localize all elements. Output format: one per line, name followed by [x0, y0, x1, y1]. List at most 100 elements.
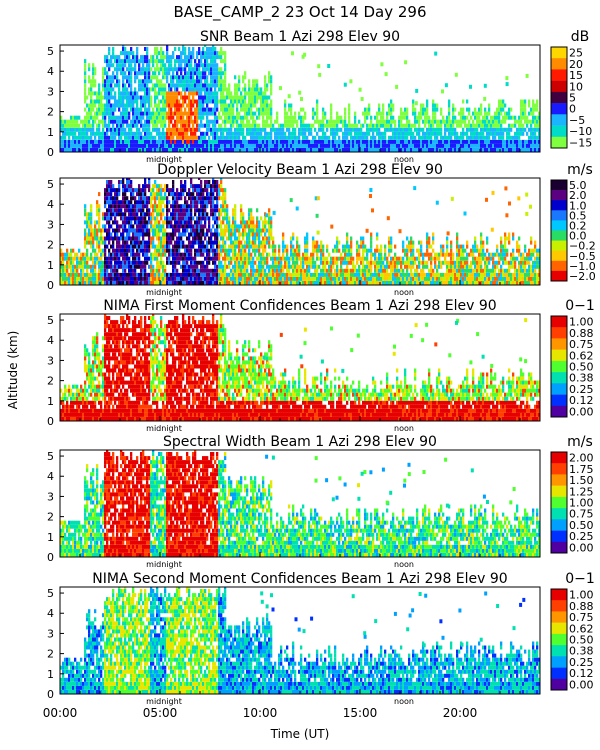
heatmap-cell — [236, 236, 239, 241]
heatmap-cell — [102, 240, 105, 245]
heatmap-cell — [156, 131, 159, 136]
heatmap-cell — [170, 139, 173, 144]
heatmap-cell — [244, 135, 247, 140]
heatmap-cell — [236, 135, 239, 140]
heatmap-cell — [174, 276, 177, 281]
heatmap-cell — [250, 123, 253, 128]
heatmap-cell — [90, 244, 93, 249]
heatmap-cell — [330, 107, 333, 112]
heatmap-cell — [156, 119, 159, 124]
heatmap-cell — [124, 75, 127, 80]
heatmap-cell — [224, 260, 227, 265]
heatmap-cell — [94, 79, 97, 84]
heatmap-cell — [198, 87, 201, 92]
heatmap-cell — [266, 115, 269, 120]
heatmap-cell — [62, 260, 65, 265]
heatmap-cell — [128, 236, 131, 241]
heatmap-cell — [116, 99, 119, 104]
heatmap-cell — [288, 135, 291, 140]
heatmap-cell — [170, 212, 173, 217]
heatmap-cell — [414, 101, 418, 106]
heatmap-cell — [120, 103, 123, 108]
heatmap-cell — [200, 240, 203, 245]
heatmap-cell — [108, 107, 111, 112]
heatmap-cell — [488, 123, 491, 128]
heatmap-cell — [92, 123, 95, 128]
heatmap-cell — [382, 123, 385, 128]
heatmap-cell — [468, 127, 471, 132]
heatmap-cell — [226, 204, 229, 209]
heatmap-cell — [128, 184, 131, 189]
heatmap-cell — [182, 87, 185, 92]
heatmap-cell — [204, 51, 207, 56]
heatmap-cell — [252, 143, 255, 148]
heatmap-cell — [460, 107, 463, 112]
heatmap-cell — [164, 75, 167, 80]
heatmap-cell — [392, 139, 395, 144]
heatmap-cell — [90, 115, 93, 120]
heatmap-cell — [168, 139, 171, 144]
heatmap-cell — [454, 107, 457, 112]
heatmap-cell — [278, 123, 281, 128]
y-tick-label: 5 — [47, 45, 54, 58]
heatmap-cell — [516, 119, 519, 124]
heatmap-cell — [426, 119, 429, 124]
heatmap-cell — [126, 260, 129, 265]
heatmap-cell — [216, 256, 219, 261]
heatmap-cell — [108, 75, 111, 80]
heatmap-cell — [536, 139, 539, 144]
heatmap-cell — [128, 248, 131, 253]
heatmap-cell — [108, 91, 111, 96]
heatmap-cell — [464, 123, 467, 128]
heatmap-cell — [260, 131, 263, 136]
heatmap-cell — [254, 123, 257, 128]
heatmap-cell — [150, 272, 153, 277]
heatmap-cell — [334, 119, 337, 124]
heatmap-cell — [176, 204, 179, 209]
heatmap-cell — [84, 220, 87, 225]
heatmap-cell — [250, 244, 253, 249]
heatmap-cell — [270, 75, 273, 80]
heatmap-cell — [302, 119, 305, 124]
heatmap-cell — [218, 83, 221, 88]
heatmap-cell — [144, 55, 147, 60]
heatmap-cell — [292, 148, 295, 152]
heatmap-cell — [142, 148, 145, 152]
heatmap-cell — [134, 204, 137, 209]
heatmap-cell — [84, 276, 87, 281]
heatmap-cell — [488, 127, 491, 132]
heatmap-cell — [120, 232, 123, 237]
colorbar-label: 20 — [569, 58, 583, 71]
heatmap-cell — [220, 135, 223, 140]
heatmap-cell — [134, 131, 137, 136]
heatmap-cell — [196, 143, 199, 148]
heatmap-cell — [416, 139, 419, 144]
heatmap-cell — [262, 119, 265, 124]
heatmap-cell — [216, 79, 219, 84]
heatmap-cell — [154, 87, 157, 92]
heatmap-cell — [122, 264, 125, 269]
heatmap-cell — [164, 111, 167, 116]
heatmap-cell — [214, 111, 217, 116]
heatmap-cell — [402, 111, 405, 116]
heatmap-cell — [230, 135, 233, 140]
heatmap-cell — [336, 148, 339, 152]
heatmap-cell — [288, 103, 291, 108]
heatmap-cell — [236, 228, 239, 233]
heatmap-cell — [184, 260, 187, 265]
heatmap-cell — [244, 107, 247, 112]
heatmap-cell — [174, 139, 177, 144]
heatmap-cell — [90, 103, 93, 108]
heatmap-cell — [334, 127, 337, 132]
heatmap-cell — [492, 119, 495, 124]
heatmap-cell — [178, 119, 181, 124]
heatmap-cell — [176, 83, 179, 88]
heatmap-cell — [268, 123, 271, 128]
heatmap-cell — [502, 131, 505, 136]
heatmap-cell — [150, 224, 153, 229]
heatmap-cell — [78, 281, 81, 285]
heatmap-cell — [178, 91, 181, 96]
heatmap-cell — [238, 87, 241, 92]
heatmap-cell — [218, 276, 221, 281]
heatmap-cell — [168, 91, 171, 96]
